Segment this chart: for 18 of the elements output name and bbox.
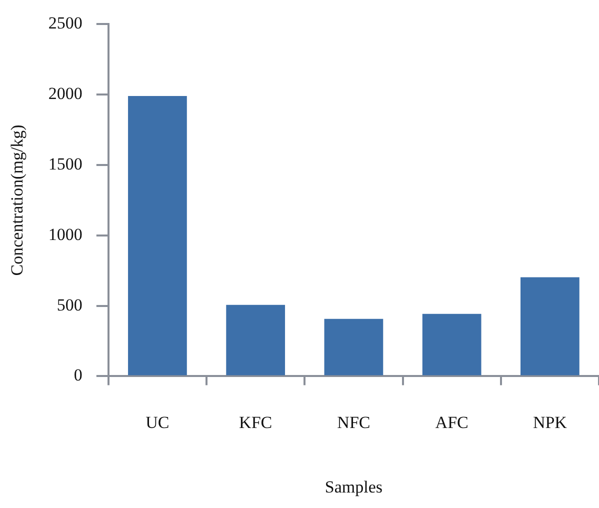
y-tick-label: 500 xyxy=(56,295,82,314)
y-tick-label: 2000 xyxy=(48,84,82,104)
y-tick-label: 1000 xyxy=(48,224,82,244)
x-tick-label: NFC xyxy=(337,412,370,432)
bar xyxy=(324,318,384,376)
x-tick-label: KFC xyxy=(239,412,272,432)
y-tick-label: 0 xyxy=(74,366,82,385)
y-axis-title: Concentration(mg/kg) xyxy=(8,124,27,276)
x-axis-title: Samples xyxy=(324,477,383,496)
x-tick-label: AFC xyxy=(435,412,468,432)
bar xyxy=(128,96,187,376)
y-tick-label: 2500 xyxy=(48,14,82,33)
bar xyxy=(520,277,580,376)
bar xyxy=(422,314,482,376)
bar xyxy=(226,304,286,376)
y-tick-label: 1500 xyxy=(48,154,82,174)
x-tick-label: UC xyxy=(146,412,170,432)
x-tick-label: NPK xyxy=(532,412,568,432)
